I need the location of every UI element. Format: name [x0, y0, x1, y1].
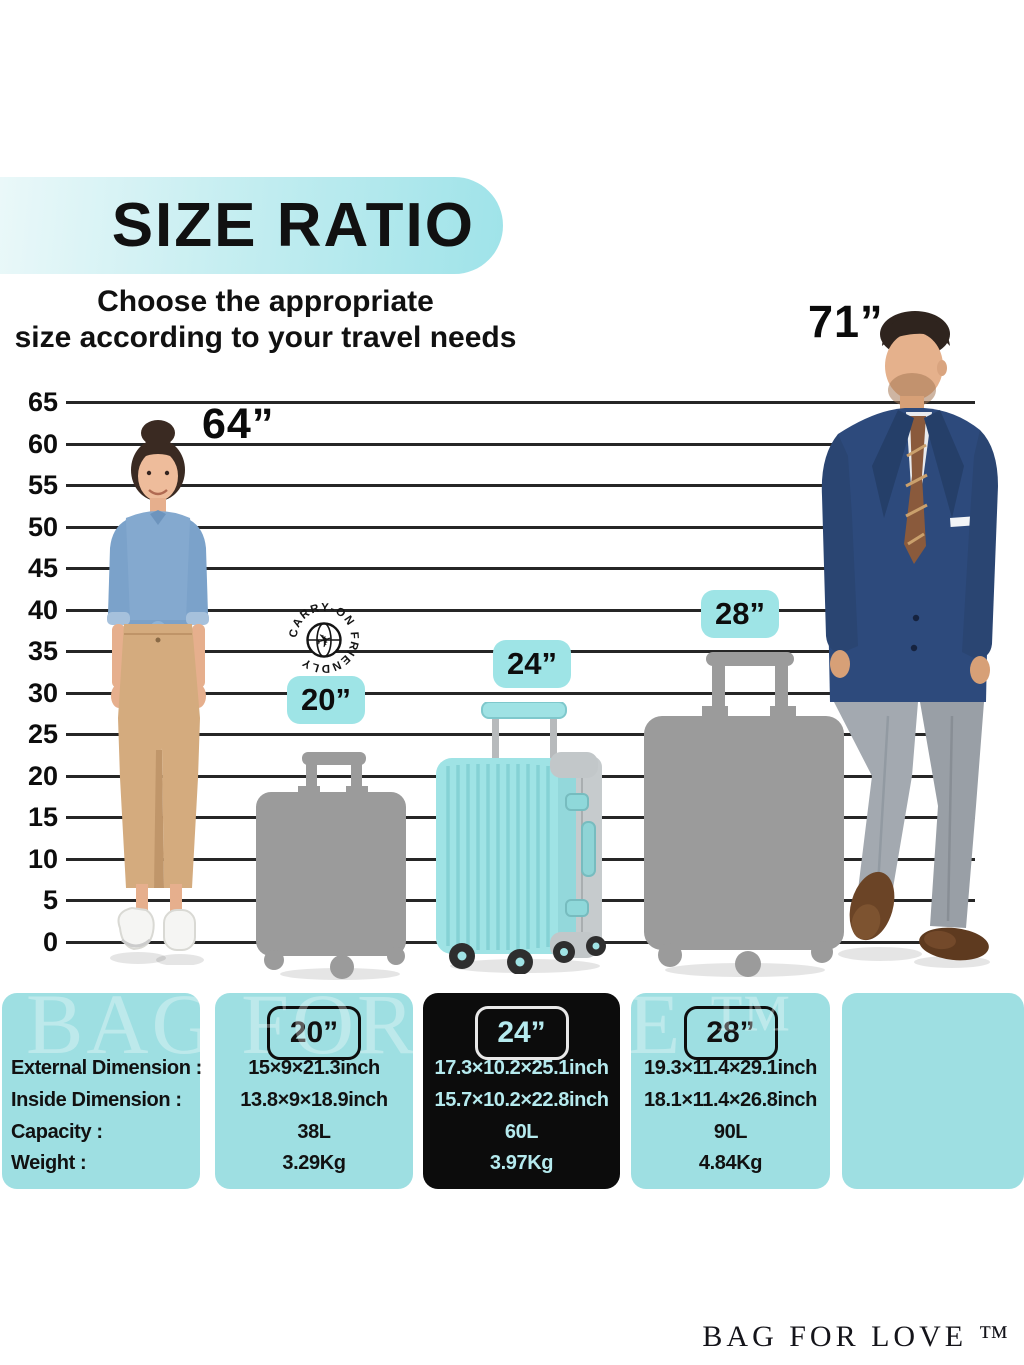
- spec-size-badge: 24”: [474, 1006, 569, 1060]
- spec-row-label: Inside Dimension :: [11, 1089, 182, 1111]
- ruler-line: [66, 484, 975, 487]
- ruler-tick-label: 25: [27, 719, 58, 749]
- ruler-line: [66, 609, 975, 612]
- ruler-line: [66, 692, 975, 695]
- spec-value: 15.7×10.2×22.8inch: [434, 1089, 609, 1111]
- size-badge-24: 24”: [493, 640, 571, 688]
- size-badge-28: 28”: [701, 590, 779, 638]
- ruler-line: [66, 567, 975, 570]
- spec-value: 13.8×9×18.9inch: [240, 1089, 388, 1111]
- spec-card-28in: 28” 19.3×11.4×29.1inch 18.1×11.4×26.8inch 9…: [631, 993, 830, 1189]
- header-banner: [0, 177, 503, 274]
- man-figure: [821, 311, 998, 968]
- ruler-tick-label: 10: [27, 844, 58, 874]
- spec-value: 18.1×11.4×26.8inch: [644, 1089, 817, 1111]
- man-pocket-square: [950, 516, 972, 527]
- spec-card-20in: 20” 15×9×21.3inch 13.8×9×18.9inch 38L 3.29Kg: [215, 993, 413, 1189]
- woman-denim-shirt: [120, 511, 196, 624]
- spec-value: 17.3×10.2×25.1inch: [434, 1057, 609, 1079]
- ruler-tick-label: 40: [27, 595, 58, 625]
- spec-value: 3.97Kg: [489, 1152, 554, 1174]
- subtitle-line2: size according to your travel needs: [14, 321, 517, 354]
- size-badge-20: 20”: [287, 676, 365, 724]
- ruler-line: [66, 443, 975, 446]
- spec-row-label: Capacity :: [11, 1121, 103, 1143]
- airplane-globe-icon: ✈: [314, 629, 336, 654]
- ruler-tick-label: 65: [27, 387, 58, 417]
- ruler-tick-label: 30: [27, 678, 58, 708]
- ruler-line: [66, 733, 975, 736]
- suitcase-28-silhouette: [644, 652, 844, 977]
- ruler-tick-label: 60: [27, 429, 58, 459]
- woman-face: [138, 451, 178, 501]
- ruler-line: [66, 401, 975, 404]
- ruler-tick-label: 50: [27, 512, 58, 542]
- woman-figure: [107, 420, 209, 965]
- woman-sneaker-right: [163, 909, 196, 951]
- page-title: SIZE RATIO: [111, 191, 475, 260]
- spec-size-badge: 20”: [267, 1006, 361, 1060]
- spec-value: 19.3×11.4×29.1inch: [644, 1057, 817, 1079]
- woman-bun-hair: [141, 420, 175, 446]
- suitcase-20-silhouette: [256, 752, 406, 980]
- suitcase-24-product: [436, 702, 606, 974]
- suitcase-24-side-handle: [581, 821, 596, 877]
- spec-value: 15×9×21.3inch: [248, 1057, 380, 1079]
- spec-value: 60L: [504, 1121, 539, 1143]
- brand-logo: BAG FOR LOVE ™: [702, 1320, 1012, 1353]
- man-tie: [904, 416, 926, 564]
- ruler-tick-label: 5: [42, 885, 58, 915]
- spec-empty-card: [842, 993, 1024, 1189]
- spec-value: 38L: [297, 1121, 331, 1143]
- ruler-tick-label: 20: [27, 761, 58, 791]
- spec-value: 3.29Kg: [282, 1152, 346, 1174]
- ruler-tick-label: 35: [27, 636, 58, 666]
- spec-size-badge: 28”: [683, 1006, 778, 1060]
- spec-row-label: Weight :: [11, 1152, 87, 1174]
- subtitle-line1: Choose the appropriate: [97, 285, 434, 318]
- spec-row-label: External Dimension :: [11, 1057, 202, 1079]
- woman-height-label: 64”: [202, 400, 275, 448]
- spec-labels-card: External Dimension : Inside Dimension : Ca…: [2, 993, 202, 1189]
- ruler-tick-label: 15: [27, 802, 58, 832]
- ruler-tick-label: 45: [27, 553, 58, 583]
- spec-value: 4.84Kg: [698, 1152, 763, 1174]
- spec-card-24in: 24” 17.3×10.2×25.1inch 15.7×10.2×22.8inch 6…: [423, 993, 620, 1189]
- man-trousers: [920, 702, 984, 928]
- ruler-tick-label: 0: [42, 927, 58, 957]
- man-height-label: 71”: [808, 296, 884, 347]
- woman-sneaker-left: [117, 906, 155, 951]
- spec-value: 90L: [713, 1121, 748, 1143]
- ruler-tick-label: 55: [27, 470, 58, 500]
- subtitle: Choose the appropriate size according to…: [8, 284, 523, 356]
- carry-on-friendly-stamp: ✈ CARRY-ON FRIENDLY: [288, 602, 359, 674]
- ruler-line: [66, 526, 975, 529]
